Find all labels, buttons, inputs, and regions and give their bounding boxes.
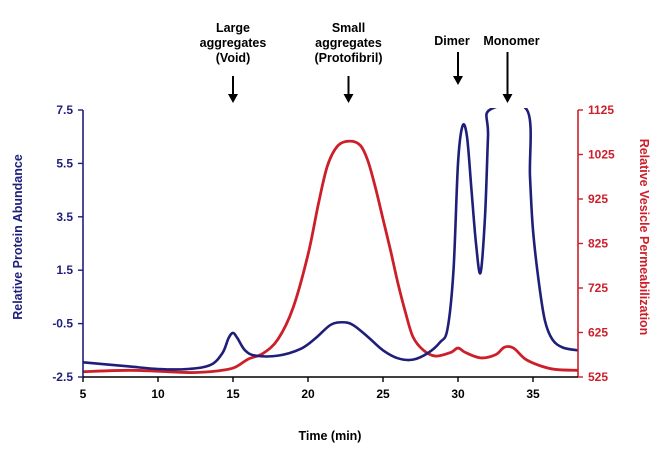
y-right-tick-label: 825 bbox=[588, 237, 608, 251]
annotation-arrow-head bbox=[343, 94, 354, 103]
y-axis-left-title: Relative Protein Abundance bbox=[11, 154, 25, 320]
y-right-tick-label: 525 bbox=[588, 370, 608, 384]
y-left-tick-label: 3.5 bbox=[56, 210, 73, 224]
annotation-arrow-head bbox=[502, 94, 513, 103]
y-right-tick-label: 925 bbox=[588, 192, 608, 206]
annotation-label: (Protofibril) bbox=[314, 51, 382, 65]
x-tick-label: 5 bbox=[80, 387, 87, 401]
annotation-label: aggregates bbox=[200, 36, 267, 50]
y-left-tick-label: -2.5 bbox=[52, 370, 73, 384]
x-tick-label: 15 bbox=[226, 387, 240, 401]
y-left-tick-label: 5.5 bbox=[56, 156, 73, 170]
y-left-tick-label: -0.5 bbox=[52, 317, 73, 331]
y-right-tick-label: 625 bbox=[588, 326, 608, 340]
plot-series-layer bbox=[83, 108, 578, 374]
y-left-tick-label: 7.5 bbox=[56, 103, 73, 117]
x-axis-title: Time (min) bbox=[299, 429, 362, 443]
series-line-protein bbox=[83, 108, 578, 371]
annotation-arrow-head bbox=[453, 76, 463, 85]
x-tick-label: 25 bbox=[376, 387, 390, 401]
y-axis-right-title: Relative Vesicle Permeabilization bbox=[637, 139, 651, 336]
y-right-tick-label: 725 bbox=[588, 281, 608, 295]
annotation-label: aggregates bbox=[315, 36, 382, 50]
annotation-arrow-head bbox=[228, 94, 238, 103]
annotation-label: Large bbox=[216, 21, 250, 35]
annotation-label: Monomer bbox=[483, 34, 539, 48]
y-right-tick-label: 1125 bbox=[588, 103, 614, 117]
annotation-label: (Void) bbox=[216, 51, 250, 65]
annotations-layer: Largeaggregates(Void)Smallaggregates(Pro… bbox=[200, 21, 540, 103]
annotation-label: Small bbox=[332, 21, 365, 35]
x-tick-label: 20 bbox=[301, 387, 315, 401]
annotation-label: Dimer bbox=[434, 34, 470, 48]
y-right-tick-label: 1025 bbox=[588, 148, 615, 162]
y-left-tick-label: 1.5 bbox=[56, 263, 73, 277]
series-line-permeabilization bbox=[83, 139, 578, 374]
x-tick-label: 10 bbox=[151, 387, 165, 401]
x-tick-label: 35 bbox=[526, 387, 540, 401]
axes-layer: 5 10 15 20 25 30 35 7.5 5.5 3.5 1.5 -0.5 -2.5 1125 102… bbox=[52, 103, 615, 401]
x-tick-label: 30 bbox=[451, 387, 465, 401]
